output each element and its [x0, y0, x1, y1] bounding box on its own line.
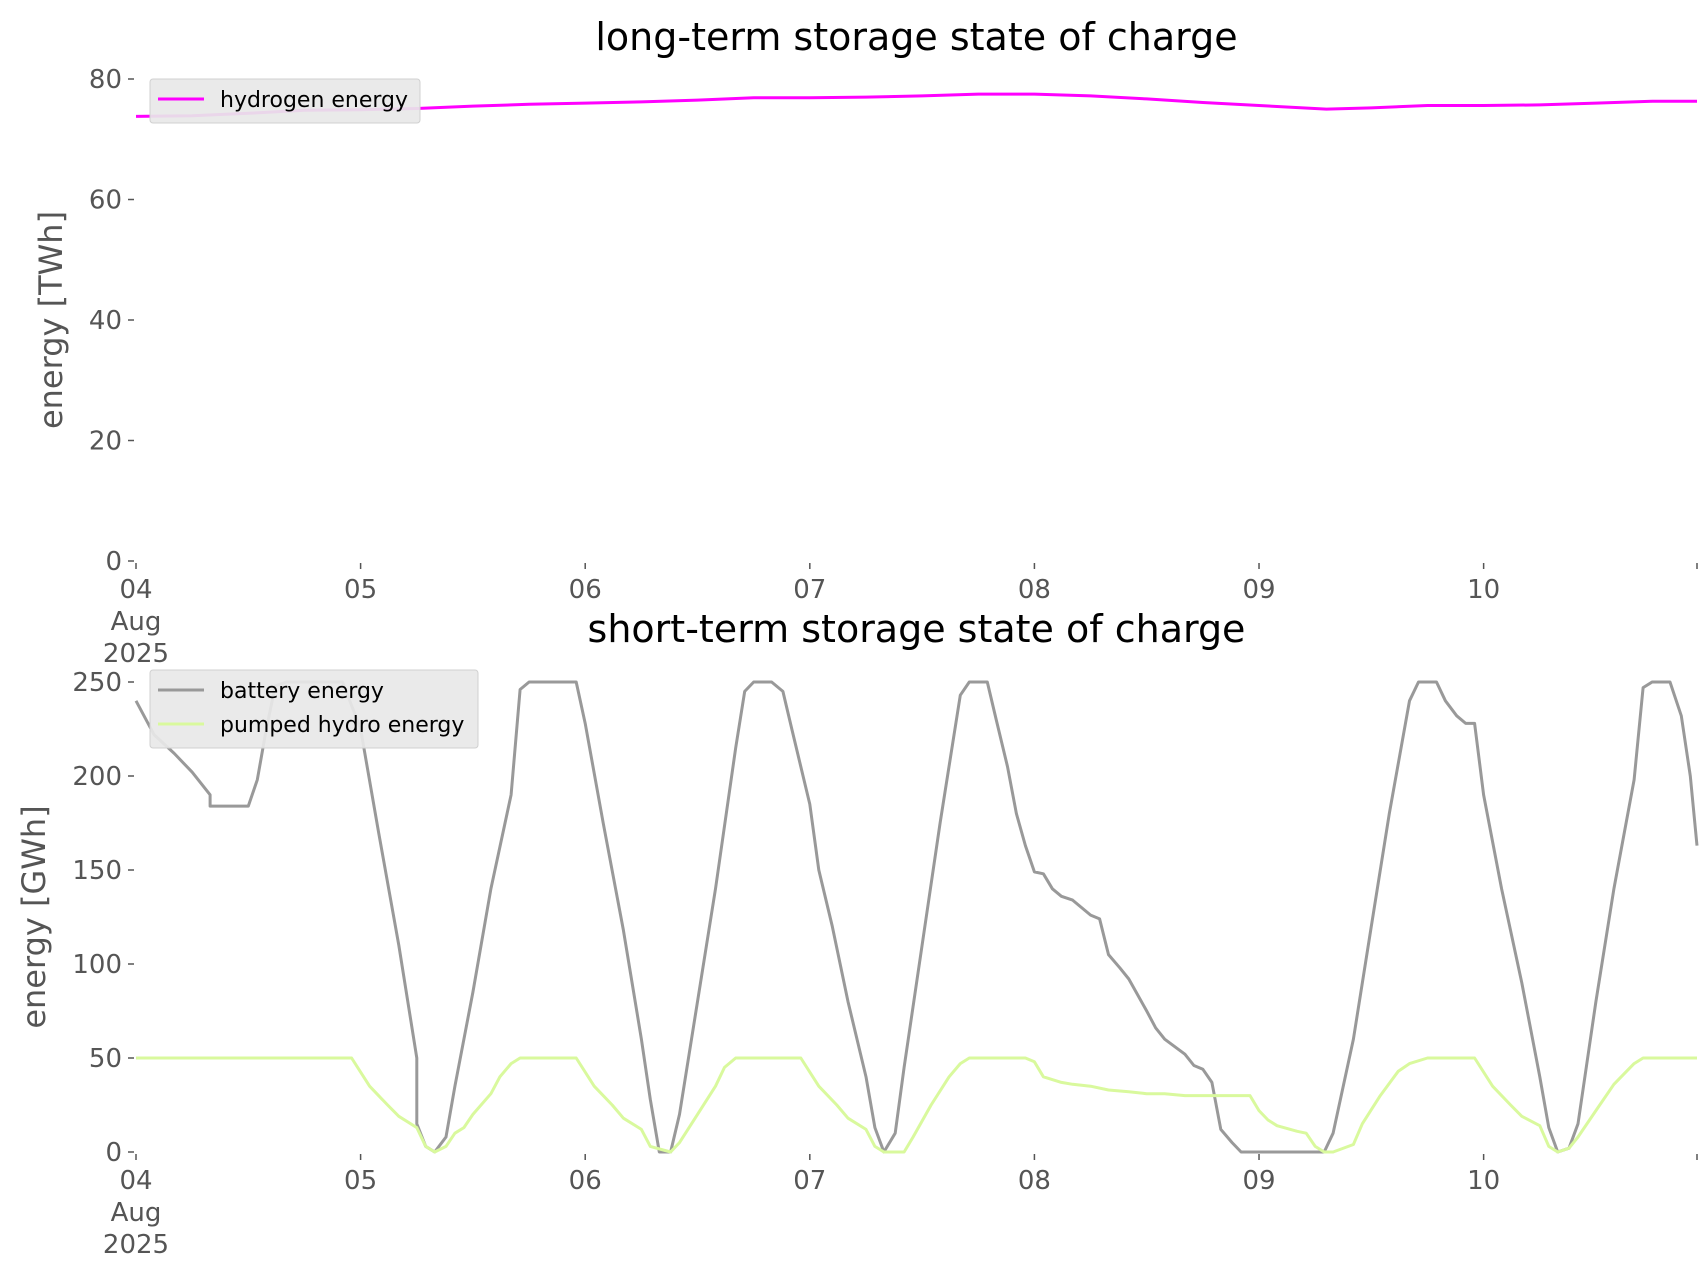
x-tick-label: 08 [1018, 1166, 1051, 1196]
y-tick-label: 100 [72, 950, 122, 980]
chart-title: long-term storage state of charge [595, 15, 1237, 59]
x-tick-label: 10 [1467, 1166, 1500, 1196]
y-tick-label: 0 [105, 547, 122, 577]
x-tick-label: 04 [119, 1166, 152, 1196]
long-term-storage-chart: long-term storage state of charge energy … [32, 15, 1698, 669]
x-tick-label: 09 [1242, 1166, 1275, 1196]
x-tick-label: 08 [1018, 575, 1051, 605]
x-tick-label: 06 [569, 575, 602, 605]
x-tick-label: 10 [1467, 575, 1500, 605]
short-term-storage-chart: short-term storage state of charge energy… [15, 607, 1699, 1260]
legend-label: hydrogen energy [220, 88, 408, 113]
legend-label: pumped hydro energy [220, 713, 464, 738]
legend: hydrogen energy [149, 78, 421, 124]
x-tick-label: 2025 [103, 1230, 169, 1260]
x-tick-label: Aug [111, 1198, 162, 1228]
legend: battery energy pumped hydro energy [149, 669, 479, 749]
y-tick-label: 250 [72, 668, 122, 698]
y-tick-label: 150 [72, 856, 122, 886]
y-tick-label: 60 [89, 186, 122, 216]
x-tick-label: 2025 [103, 639, 169, 669]
y-tick-label: 50 [89, 1044, 122, 1074]
x-tick-label: 07 [793, 575, 826, 605]
y-tick-label: 80 [89, 65, 122, 95]
legend-box [149, 669, 479, 749]
y-tick-label: 20 [89, 427, 122, 457]
y-axis-label: energy [GWh] [15, 805, 53, 1028]
legend-box [149, 78, 421, 124]
x-tick-label: Aug [111, 607, 162, 637]
y-tick-label: 0 [105, 1138, 122, 1168]
x-tick-label: 09 [1242, 575, 1275, 605]
series-line-pumped-hydro-energy [136, 1056, 1697, 1154]
x-tick-label: 06 [569, 1166, 602, 1196]
y-axis-label: energy [TWh] [32, 211, 70, 429]
y-tick-label: 200 [72, 762, 122, 792]
x-tick-label: 05 [344, 1166, 377, 1196]
chart-title: short-term storage state of charge [588, 607, 1246, 651]
x-tick-label: 05 [344, 575, 377, 605]
y-tick-label: 40 [89, 306, 122, 336]
x-tick-label: 04 [119, 575, 152, 605]
series-line-battery-energy [134, 680, 1699, 1154]
x-tick-label: 07 [793, 1166, 826, 1196]
legend-label: battery energy [220, 679, 384, 704]
